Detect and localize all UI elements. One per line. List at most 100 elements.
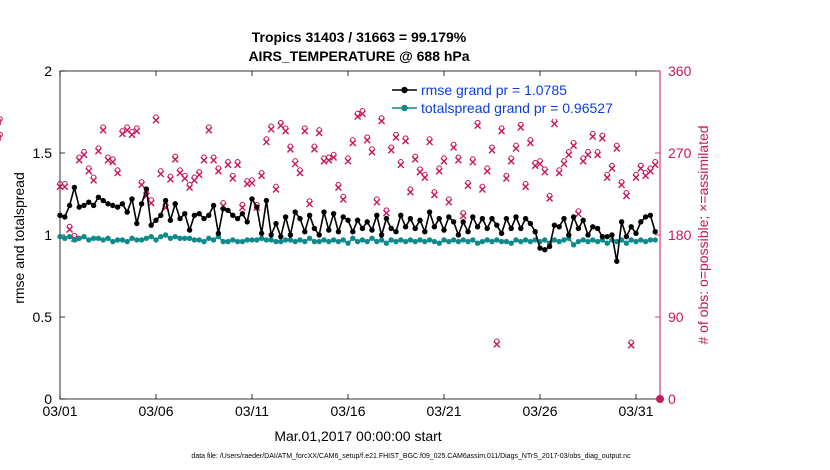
rmse-point (350, 229, 356, 235)
x-tick-label: 03/31 (618, 403, 653, 419)
y-tick-label: 0 (44, 391, 52, 407)
rmse-point (278, 233, 284, 240)
totalspread-point (542, 237, 548, 243)
obs-assimilated-marker (445, 198, 453, 206)
obs-assimilated-marker (402, 137, 410, 145)
rmse-point (489, 215, 495, 222)
rmse-point (546, 243, 553, 250)
totalspread-point (268, 237, 274, 243)
obs-assimilated-marker (61, 183, 69, 191)
rmse-point (618, 219, 625, 225)
totalspread-point (402, 238, 409, 245)
rmse-point (527, 220, 534, 227)
totalspread-point (297, 237, 303, 243)
rmse-point (412, 225, 418, 232)
rmse-point (393, 229, 399, 235)
obs-assimilated-marker (589, 133, 597, 141)
rmse-point (230, 212, 236, 219)
rmse-point (465, 229, 471, 235)
rmse-point (57, 212, 63, 219)
x-tick-label: 03/16 (330, 403, 365, 419)
totalspread-point (230, 237, 236, 243)
totalspread-point (508, 240, 514, 246)
rmse-point (66, 202, 73, 209)
obs-assimilated-marker (339, 195, 347, 203)
totalspread-point (335, 238, 342, 245)
obs-assimilated-marker (464, 182, 472, 190)
totalspread-point (186, 235, 193, 241)
obs-assimilated-marker (397, 161, 405, 169)
y-tick-label: 1.5 (33, 145, 53, 161)
rmse-point (364, 219, 370, 225)
obs-assimilated-marker (536, 160, 544, 168)
obs-assimilated-marker (459, 212, 467, 220)
rmse-point (345, 217, 351, 223)
rmse-point (268, 232, 274, 238)
totalspread-point (263, 237, 270, 243)
obs-assimilated-marker (258, 172, 266, 180)
legend-rmse-marker (401, 86, 408, 94)
y-axis-label: rmse and totalspread (11, 172, 27, 304)
obs-assimilated-marker (469, 158, 477, 166)
totalspread-point (282, 237, 289, 243)
rmse-point (177, 215, 183, 222)
rmse-point (335, 229, 342, 235)
totalspread-point (340, 237, 346, 243)
rmse-point (479, 215, 486, 222)
totalspread-point (292, 238, 298, 245)
totalspread-point (225, 238, 231, 245)
totalspread-point (570, 242, 577, 248)
obs-assimilated-marker (598, 134, 606, 142)
rmse-point (566, 232, 572, 238)
rmse-point (273, 220, 279, 227)
obs-assimilated-marker (181, 175, 189, 183)
rmse-point (196, 210, 202, 217)
totalspread-point (350, 235, 356, 241)
rmse-point (71, 184, 78, 191)
obs-assimilated-marker (483, 167, 491, 175)
obs-assimilated-marker (195, 171, 203, 179)
totalspread-point (306, 235, 313, 241)
rmse-point (258, 230, 265, 237)
obs-assimilated-marker (138, 181, 146, 189)
totalspread-point (518, 238, 524, 245)
rmse-point (599, 233, 606, 240)
totalspread-point (287, 237, 294, 243)
obs-assimilated-marker (75, 156, 83, 164)
rmse-point (551, 222, 558, 228)
legend: rmse grand pr = 1.0785 totalspread grand… (386, 79, 656, 119)
obs-assimilated-marker (104, 156, 112, 164)
rmse-point (450, 219, 457, 225)
obs-assimilated-marker (123, 126, 131, 134)
obs-assimilated-marker (243, 180, 251, 188)
obs-assimilated-marker (109, 158, 117, 166)
obs-assimilated-marker (512, 144, 520, 152)
obs-possible-marker (0, 131, 3, 138)
rmse-point (369, 227, 375, 233)
rmse-point (585, 232, 591, 238)
obs-assimilated-marker (373, 198, 381, 206)
rmse-point (167, 217, 174, 223)
obs-assimilated-marker (416, 168, 424, 176)
obs-assimilated-marker (574, 210, 582, 218)
rmse-point (474, 224, 481, 230)
y2-tick-label: 180 (668, 227, 692, 243)
obs-assimilated-marker (603, 174, 611, 182)
obs-assimilated-marker (238, 204, 246, 212)
obs-assimilated-marker (152, 116, 160, 124)
totalspread-point (498, 238, 505, 245)
totalspread-point (594, 238, 601, 245)
rmse-point (191, 212, 198, 219)
totalspread-point (417, 237, 423, 243)
rmse-point (623, 233, 630, 240)
obs-assimilated-marker (406, 188, 414, 196)
y2-axis-tick-labels: 0 90 180 270 360 (668, 63, 692, 407)
totalspread-point (95, 235, 102, 241)
totalspread-point (191, 237, 198, 243)
rmse-point (575, 225, 582, 232)
totalspread-point (426, 237, 433, 243)
obs-assimilated-marker (291, 160, 299, 168)
obs-assimilated-marker (157, 170, 165, 178)
legend-spread-marker (401, 104, 408, 112)
rmse-point (244, 219, 250, 225)
